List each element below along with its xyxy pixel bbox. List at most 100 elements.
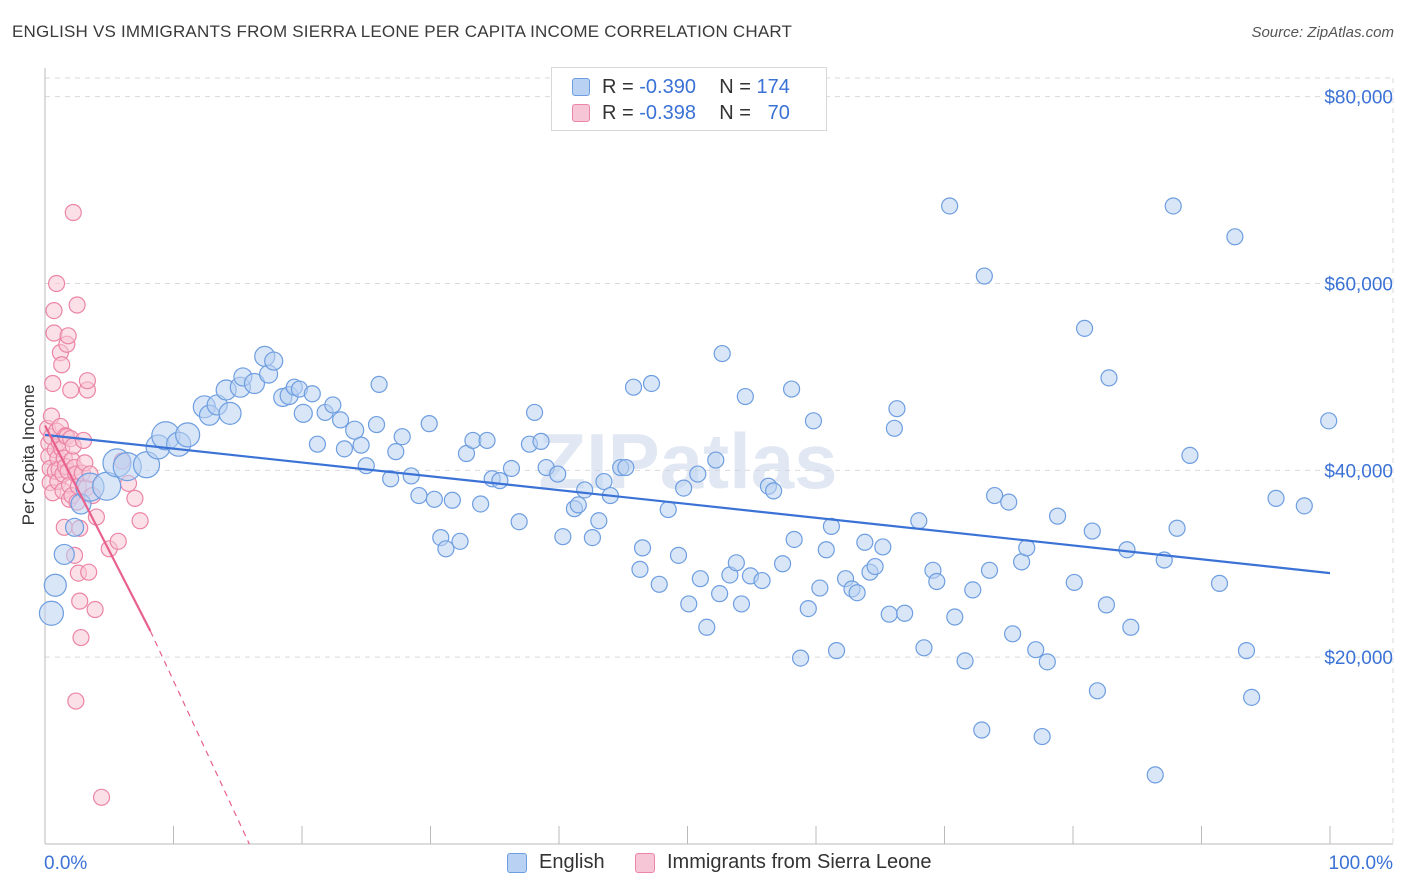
legend-row-sierra-leone: R = -0.398 N = 70: [572, 100, 790, 126]
english-point: [946, 608, 964, 626]
english-swatch: [507, 852, 527, 873]
r-label: R =: [602, 75, 634, 98]
english-point: [633, 539, 652, 557]
english-point: [941, 197, 959, 215]
sierra-leone-point: [68, 296, 86, 314]
english-point: [973, 721, 991, 739]
english-point: [1083, 522, 1101, 540]
english-point: [576, 481, 594, 499]
english-point: [799, 599, 817, 618]
english-point: [791, 649, 810, 667]
english-point: [345, 420, 365, 440]
legend-item-english[interactable]: English: [507, 851, 605, 874]
y-tick-label: $20,000: [1324, 648, 1393, 669]
sierra-leone-point: [67, 692, 85, 710]
english-point: [642, 374, 661, 393]
y-axis-label: Per Capita Income: [19, 385, 38, 526]
n-label: N =: [719, 75, 751, 98]
r-value-english: -0.390: [639, 75, 696, 98]
english-point: [1000, 493, 1018, 511]
chart-title: ENGLISH VS IMMIGRANTS FROM SIERRA LEONE …: [12, 22, 793, 41]
english-point: [569, 496, 587, 514]
english-point: [437, 540, 455, 558]
english-point: [357, 457, 375, 475]
english-point: [986, 486, 1004, 505]
legend-label-sierra-leone: Immigrants from Sierra Leone: [667, 851, 932, 873]
grid-lines: [45, 77, 1394, 844]
english-point: [659, 500, 677, 519]
english-point: [980, 561, 999, 579]
english-point: [410, 486, 428, 505]
english-point: [53, 543, 75, 566]
english-point: [491, 472, 509, 490]
sierra-leone-point: [80, 563, 98, 581]
sierra-leone-point: [86, 600, 104, 619]
english-point: [1048, 507, 1067, 525]
sierra-leone-point: [72, 628, 90, 647]
correlation-legend: R = -0.390 N = 174 R = -0.398 N = 70: [551, 67, 827, 131]
english-point: [874, 538, 892, 556]
english-point: [590, 512, 608, 530]
english-point: [691, 570, 709, 588]
english-point: [1100, 369, 1118, 387]
series-english: [38, 197, 1338, 784]
sierra-leone-point: [45, 302, 63, 320]
english-point: [1146, 766, 1164, 784]
english-point: [1320, 412, 1338, 430]
english-point: [707, 451, 725, 469]
sierra-leone-swatch: [635, 852, 655, 873]
source-label: Source: ZipAtlas.com: [1251, 24, 1394, 41]
english-point: [175, 422, 201, 448]
english-point: [713, 344, 731, 363]
english-point: [1243, 688, 1261, 706]
legend-label-english: English: [539, 851, 605, 873]
english-point: [910, 512, 928, 530]
sierra-leone-trend-line: [44, 425, 152, 632]
english-swatch: [572, 78, 590, 96]
english-point: [1226, 228, 1244, 246]
english-point: [1164, 197, 1182, 215]
sierra-leone-point: [44, 374, 62, 393]
english-point: [811, 579, 829, 597]
english-point: [218, 401, 242, 425]
sierra-leone-point: [71, 592, 89, 610]
sierra-leone-point: [78, 372, 97, 390]
n-label: N =: [719, 101, 751, 124]
english-point: [425, 490, 443, 508]
trend-lines: [44, 425, 1331, 845]
english-point: [382, 470, 400, 488]
english-point: [736, 387, 754, 406]
n-value-sierra-leone: 70: [767, 101, 790, 124]
english-point: [352, 436, 370, 454]
english-point: [451, 532, 469, 550]
english-point: [928, 572, 946, 591]
x-tick-label-min: 0.0%: [44, 853, 87, 874]
english-point: [773, 555, 792, 573]
english-point: [554, 528, 572, 546]
english-point: [1088, 682, 1107, 700]
english-point: [43, 573, 67, 597]
legend-row-english: R = -0.390 N = 174: [572, 74, 790, 100]
english-point: [866, 557, 884, 576]
english-point: [856, 533, 874, 551]
english-point: [64, 517, 85, 537]
english-point: [785, 530, 803, 549]
r-value-sierra-leone: -0.398: [639, 101, 696, 124]
english-point: [478, 431, 496, 450]
sierra-leone-point: [64, 203, 82, 222]
sierra-leone-point: [53, 356, 71, 374]
legend-item-sierra-leone[interactable]: Immigrants from Sierra Leone: [635, 851, 932, 874]
english-point: [1122, 618, 1140, 636]
english-point: [243, 372, 266, 395]
english-point: [443, 491, 461, 509]
sierra-leone-point: [109, 532, 127, 550]
english-point: [293, 403, 313, 423]
english-point: [1065, 573, 1083, 592]
n-value-english: 174: [756, 75, 790, 98]
english-point: [331, 411, 350, 429]
english-point: [38, 600, 65, 626]
english-point: [753, 571, 771, 590]
english-point: [732, 595, 751, 613]
english-point: [387, 443, 405, 461]
